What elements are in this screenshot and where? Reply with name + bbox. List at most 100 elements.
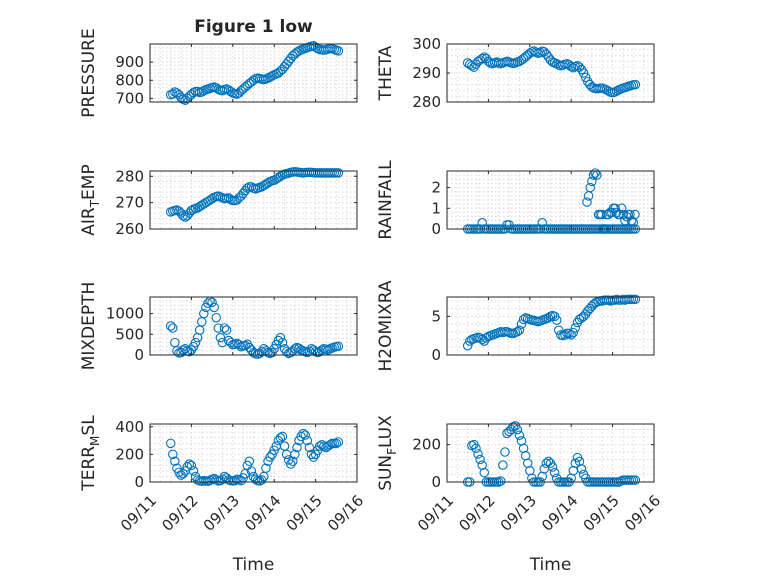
y-tick-label: 260 [115, 220, 144, 238]
data-point [165, 438, 176, 449]
data-point [630, 79, 641, 90]
data-point [333, 437, 344, 447]
data-point [302, 435, 313, 446]
data-point [281, 346, 292, 357]
data-point [630, 475, 641, 485]
x-tick-label: 09/15 [283, 492, 326, 535]
data-point [585, 182, 595, 193]
y-axis-label-main: H2OMIXRA [376, 280, 396, 371]
grid-lines [149, 170, 358, 230]
chart-title: Figure 1 low [194, 17, 313, 37]
data-point [319, 441, 329, 451]
data-markers [165, 296, 344, 359]
data-point [275, 433, 286, 443]
data-point [580, 72, 591, 83]
data-point [625, 209, 635, 220]
data-point [473, 449, 483, 459]
y-axis-label-main: AIR [79, 207, 99, 236]
data-point [168, 449, 178, 460]
subplot-theta: 280 290 300 THETA [376, 35, 655, 111]
data-point [498, 460, 508, 470]
data-point [570, 458, 581, 469]
data-point [178, 211, 188, 221]
data-point [265, 452, 275, 462]
data-point [199, 86, 209, 96]
y-axis-label-rest: LUX [376, 415, 396, 448]
x-tick-label: 09/16 [621, 492, 664, 535]
y-axis-label: TERRMSL [79, 415, 102, 492]
x-axis-label: Time [232, 555, 275, 575]
data-point [190, 337, 201, 348]
y-tick-label: 0 [134, 346, 144, 364]
data-point [165, 321, 176, 331]
y-axis-label: SUNFLUX [376, 415, 399, 491]
y-tick-label: 0 [431, 220, 441, 238]
data-markers [165, 428, 344, 487]
data-point [221, 325, 232, 335]
data-point [587, 176, 597, 187]
data-point [277, 431, 288, 442]
y-tick-label: 200 [412, 436, 441, 454]
data-point [215, 332, 226, 343]
y-tick-label: 200 [115, 445, 144, 463]
data-point [333, 46, 344, 56]
x-tick-label: 09/12 [455, 492, 498, 535]
axes-box [149, 170, 358, 230]
data-point [331, 438, 342, 449]
x-tick-label: 09/14 [538, 492, 581, 535]
data-point [477, 53, 487, 64]
y-tick-label: 290 [412, 64, 441, 82]
data-point [616, 203, 627, 214]
y-tick-label: 5 [431, 307, 441, 325]
data-point [294, 46, 304, 56]
data-point [570, 323, 581, 333]
y-tick-label: 0 [431, 346, 441, 364]
data-point [290, 449, 300, 460]
y-tick-label: 270 [115, 194, 144, 212]
grid-lines [446, 171, 655, 230]
axes-box [446, 296, 655, 356]
data-point [576, 464, 587, 474]
y-axis-label: RAINFALL [376, 160, 396, 240]
y-axis-label-main: TERR [79, 446, 99, 492]
subplot-h2omixra: 0 5 H2OMIXRA [376, 280, 655, 372]
data-point [300, 430, 310, 440]
data-point [630, 294, 641, 305]
data-point [304, 442, 315, 453]
y-axis-label-main: PRESSURE [79, 28, 99, 117]
data-point [512, 424, 523, 435]
axes-box [149, 423, 358, 483]
y-tick-label: 280 [412, 93, 441, 111]
data-point [582, 197, 592, 207]
data-point [207, 297, 217, 308]
x-tick-label: 09/11 [414, 492, 457, 535]
data-point [186, 460, 197, 471]
data-point [514, 430, 525, 440]
data-markers [462, 294, 641, 351]
data-point [174, 467, 184, 478]
y-tick-label: 1 [431, 199, 441, 217]
subplot-mixdepth: 0 500 1000 MIXDEPTH [79, 282, 358, 370]
y-axis-label: PRESSURE [79, 28, 99, 117]
y-axis-label: H2OMIXRA [376, 280, 396, 371]
x-axis-label: Time [529, 555, 572, 575]
data-point [547, 462, 558, 472]
y-tick-label: 800 [115, 71, 144, 89]
data-point [568, 327, 579, 338]
data-point [590, 168, 600, 178]
data-point [261, 463, 271, 473]
y-axis-label: AIRTEMP [79, 164, 102, 235]
y-tick-label: 900 [115, 53, 144, 71]
grid-lines [446, 297, 655, 356]
x-tick-label: 09/14 [241, 492, 284, 535]
data-point [471, 443, 481, 454]
data-point [199, 308, 209, 319]
axes-box [446, 423, 655, 483]
x-tick-label: 09/13 [200, 492, 243, 535]
axes-box [149, 43, 358, 103]
data-point [209, 302, 219, 313]
y-tick-label: 0 [431, 473, 441, 491]
grid-lines [149, 424, 358, 483]
